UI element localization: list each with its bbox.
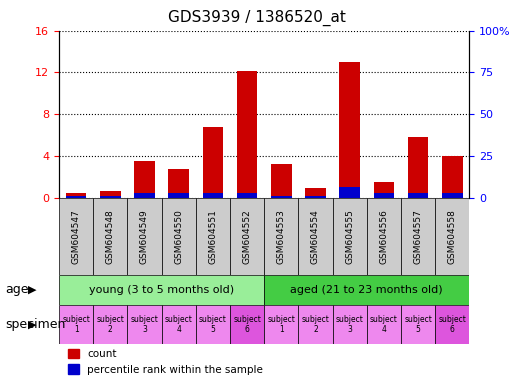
Text: subject
3: subject 3 [336,315,364,334]
Text: GSM604557: GSM604557 [413,209,423,263]
FancyBboxPatch shape [435,305,469,344]
Text: GSM604552: GSM604552 [243,209,251,263]
FancyBboxPatch shape [367,305,401,344]
Text: subject
1: subject 1 [62,315,90,334]
Bar [271,164,291,198]
FancyBboxPatch shape [127,198,162,275]
Bar [168,192,189,198]
FancyBboxPatch shape [332,305,367,344]
Text: GSM604551: GSM604551 [208,209,218,263]
Text: age: age [5,283,29,296]
FancyBboxPatch shape [401,198,435,275]
Bar [442,156,463,198]
Bar [100,196,121,198]
FancyBboxPatch shape [230,305,264,344]
Text: GSM604556: GSM604556 [380,209,388,263]
Text: subject
6: subject 6 [233,315,261,334]
FancyBboxPatch shape [230,198,264,275]
FancyBboxPatch shape [435,198,469,275]
Text: subject
3: subject 3 [130,315,159,334]
Bar [340,187,360,198]
Bar [134,192,155,198]
FancyBboxPatch shape [93,305,127,344]
FancyBboxPatch shape [59,275,264,305]
FancyBboxPatch shape [299,305,332,344]
Bar [66,196,86,198]
Bar [203,192,223,198]
Bar [100,192,121,198]
Text: subject
2: subject 2 [96,315,124,334]
Text: subject
1: subject 1 [267,315,295,334]
Bar [237,71,258,198]
Text: GSM604555: GSM604555 [345,209,354,263]
Text: young (3 to 5 months old): young (3 to 5 months old) [89,285,234,295]
Text: subject
2: subject 2 [302,315,329,334]
FancyBboxPatch shape [196,305,230,344]
FancyBboxPatch shape [332,198,367,275]
Bar [408,137,428,198]
Text: subject
5: subject 5 [199,315,227,334]
Text: aged (21 to 23 months old): aged (21 to 23 months old) [290,285,443,295]
Text: ▶: ▶ [28,285,37,295]
Bar [305,196,326,198]
FancyBboxPatch shape [127,305,162,344]
FancyBboxPatch shape [367,198,401,275]
Text: specimen: specimen [5,318,66,331]
Bar [66,192,86,198]
Bar [408,192,428,198]
Bar [237,192,258,198]
FancyBboxPatch shape [93,198,127,275]
FancyBboxPatch shape [264,198,299,275]
Text: subject
4: subject 4 [165,315,193,334]
FancyBboxPatch shape [264,275,469,305]
FancyBboxPatch shape [59,305,93,344]
Bar [203,127,223,198]
Bar [168,169,189,198]
Bar [271,196,291,198]
FancyBboxPatch shape [162,305,196,344]
FancyBboxPatch shape [162,198,196,275]
Text: ▶: ▶ [28,319,37,329]
Text: GSM604553: GSM604553 [277,209,286,263]
Legend: count, percentile rank within the sample: count, percentile rank within the sample [64,345,267,379]
Bar [442,192,463,198]
Bar [305,189,326,198]
Text: subject
4: subject 4 [370,315,398,334]
Text: GSM604547: GSM604547 [72,209,81,263]
Text: GSM604550: GSM604550 [174,209,183,263]
Bar [373,192,394,198]
Bar [340,62,360,198]
Bar [373,182,394,198]
Bar [134,161,155,198]
Text: subject
6: subject 6 [438,315,466,334]
FancyBboxPatch shape [299,198,332,275]
Text: GSM604549: GSM604549 [140,209,149,263]
Text: GSM604548: GSM604548 [106,209,115,263]
Text: GDS3939 / 1386520_at: GDS3939 / 1386520_at [168,10,345,26]
Text: GSM604558: GSM604558 [448,209,457,263]
Text: subject
5: subject 5 [404,315,432,334]
Text: GSM604554: GSM604554 [311,209,320,263]
FancyBboxPatch shape [59,198,93,275]
FancyBboxPatch shape [401,305,435,344]
FancyBboxPatch shape [196,198,230,275]
FancyBboxPatch shape [264,305,299,344]
